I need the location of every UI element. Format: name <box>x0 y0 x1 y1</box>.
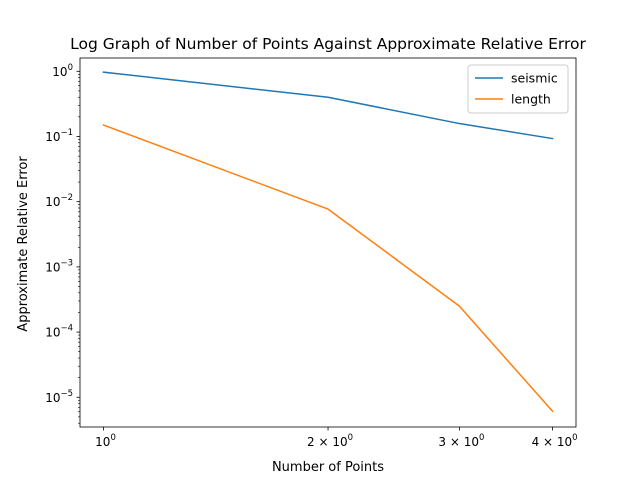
legend: seismic length <box>467 64 569 114</box>
x-tick-label: 2 × 100 <box>307 433 353 449</box>
y-tick-label: 10−3 <box>45 258 73 274</box>
x-tick-label: 100 <box>95 433 116 449</box>
y-tick-label: 10−4 <box>45 324 73 340</box>
chart-title: Log Graph of Number of Points Against Ap… <box>70 35 586 53</box>
series-line-length <box>102 124 554 413</box>
y-tick-label: 10−2 <box>45 193 73 209</box>
y-axis-label: Approximate Relative Error <box>16 156 31 332</box>
x-tick-label: 4 × 100 <box>532 433 578 449</box>
x-axis: 100 2 × 100 3 × 100 4 × 100 <box>95 427 578 449</box>
legend-box <box>467 64 569 114</box>
x-axis-label: Number of Points <box>272 460 384 475</box>
y-tick-label: 10−1 <box>45 128 73 144</box>
legend-label-seismic: seismic <box>511 71 558 86</box>
x-tick-label: 3 × 100 <box>438 433 484 449</box>
series-line-seismic <box>102 71 554 140</box>
y-tick-label: 10−5 <box>45 389 73 405</box>
y-axis: 100 10−1 10−2 10−3 10−4 10−5 <box>45 63 80 424</box>
legend-label-length: length <box>511 92 551 107</box>
y-tick-label: 100 <box>52 63 73 79</box>
